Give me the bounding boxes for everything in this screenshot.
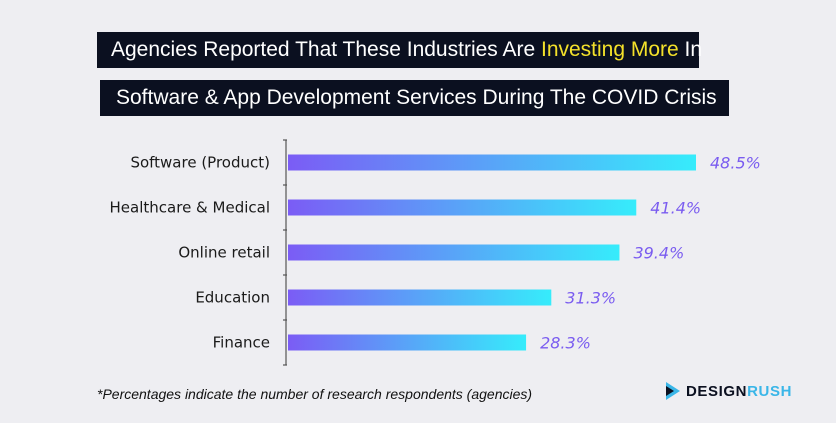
- category-label: Finance: [213, 334, 270, 352]
- bar: [288, 244, 620, 261]
- title-highlight: Investing More: [540, 38, 679, 61]
- footnote: *Percentages indicate the number of rese…: [97, 386, 533, 402]
- category-label: Online retail: [178, 244, 270, 262]
- value-label: 39.4%: [633, 244, 684, 263]
- title-suffix: In: [678, 38, 703, 61]
- value-label: 41.4%: [650, 199, 701, 218]
- designrush-logo: DESIGNRUSH: [666, 381, 792, 401]
- bar: [288, 154, 696, 171]
- category-label: Education: [195, 289, 270, 307]
- designrush-logo-text: DESIGNRUSH: [686, 382, 793, 400]
- value-label: 48.5%: [710, 154, 761, 173]
- value-label: 28.3%: [540, 334, 591, 353]
- title-prefix: Agencies Reported That These Industries …: [111, 38, 541, 61]
- designrush-logo-icon: [666, 382, 680, 400]
- value-label: 31.3%: [565, 289, 616, 308]
- chart-title-line-1: Agencies Reported That These Industries …: [97, 32, 703, 68]
- chart-title-line-2: Software & App Development Services Duri…: [100, 80, 729, 116]
- bar: [288, 199, 637, 216]
- bar: [288, 334, 527, 351]
- category-label: Software (Product): [130, 154, 270, 172]
- category-label: Healthcare & Medical: [110, 199, 270, 217]
- bar: [288, 289, 552, 306]
